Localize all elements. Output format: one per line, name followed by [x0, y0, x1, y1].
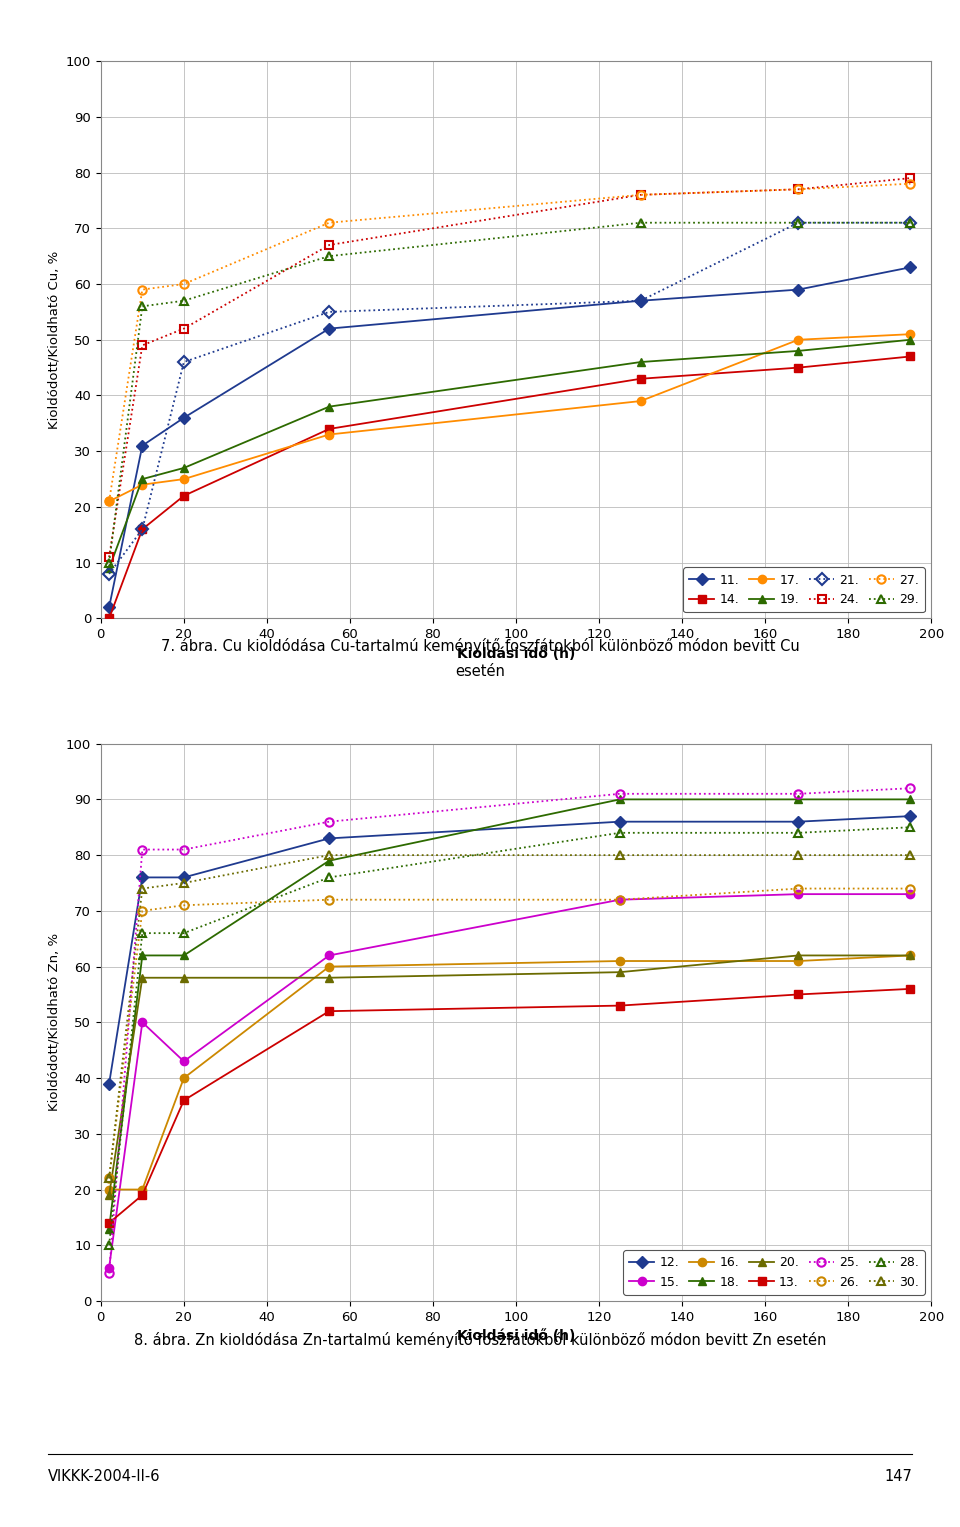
Legend: 11., 14., 17., 19., 21., 24., 27., 29.: 11., 14., 17., 19., 21., 24., 27., 29. — [684, 568, 924, 612]
Text: 7. ábra. Cu kioldódása Cu-tartalmú keményítő foszfátokból különböző módon bevitt: 7. ábra. Cu kioldódása Cu-tartalmú kemén… — [160, 638, 800, 654]
Text: 147: 147 — [884, 1469, 912, 1484]
Text: 8. ábra. Zn kioldódása Zn-tartalmú keményítő foszfátokból különböző módon bevitt: 8. ábra. Zn kioldódása Zn-tartalmú kemén… — [133, 1332, 827, 1347]
Text: VIKKK-2004-II-6: VIKKK-2004-II-6 — [48, 1469, 160, 1484]
Y-axis label: Kioldódott/Kioldható Zn, %: Kioldódott/Kioldható Zn, % — [47, 933, 60, 1112]
Legend: 12., 15., 16., 18., 20., 13., 25., 26., 28., 30.: 12., 15., 16., 18., 20., 13., 25., 26., … — [623, 1251, 924, 1295]
X-axis label: Kioldási idő (h): Kioldási idő (h) — [457, 647, 575, 661]
Y-axis label: Kioldódott/Kioldható Cu, %: Kioldódott/Kioldható Cu, % — [47, 250, 60, 429]
X-axis label: Kioldási idő (h): Kioldási idő (h) — [457, 1330, 575, 1344]
Text: esetén: esetén — [455, 664, 505, 680]
